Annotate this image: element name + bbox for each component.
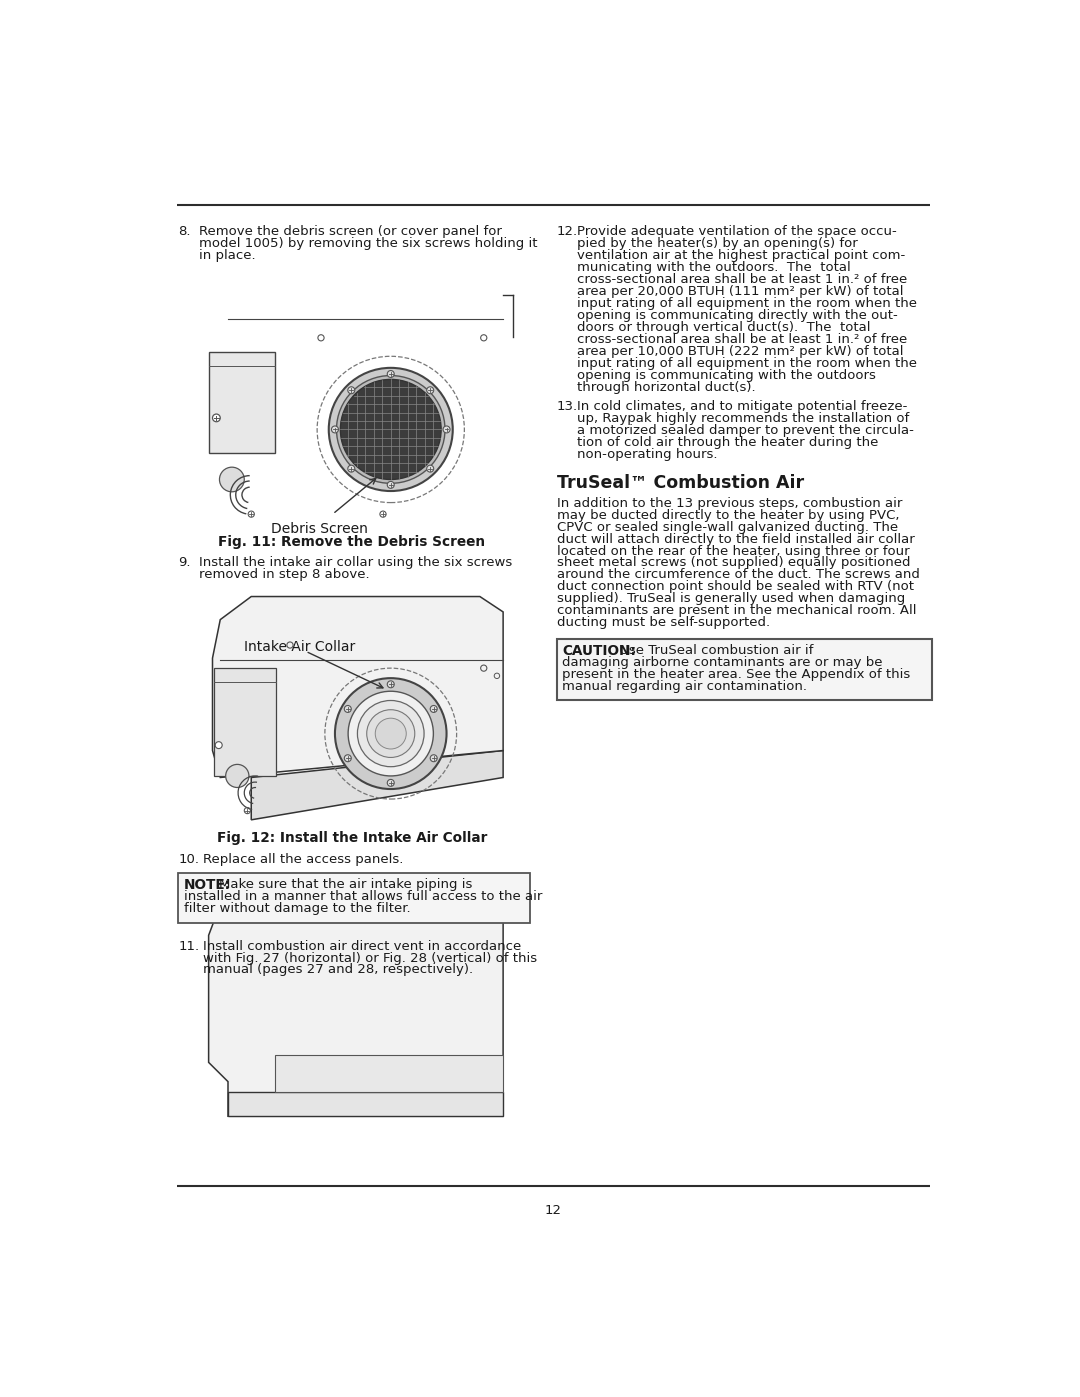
Text: up, Raypak highly recommends the installation of: up, Raypak highly recommends the install… [577,412,909,425]
Text: municating with the outdoors.  The  total: municating with the outdoors. The total [577,261,851,274]
Circle shape [443,426,450,433]
Bar [214,668,276,775]
Text: CPVC or sealed single-wall galvanized ducting. The: CPVC or sealed single-wall galvanized du… [556,521,897,534]
Text: area per 10,000 BTUH (222 mm² per kW) of total: area per 10,000 BTUH (222 mm² per kW) of… [577,345,903,358]
Text: cross-sectional area shall be at least 1 in.² of free: cross-sectional area shall be at least 1… [577,332,907,346]
Circle shape [340,380,441,479]
Text: installed in a manner that allows full access to the air: installed in a manner that allows full a… [184,890,542,904]
Text: Provide adequate ventilation of the space occu-: Provide adequate ventilation of the spac… [577,225,896,239]
Text: sheet metal screws (not supplied) equally positioned: sheet metal screws (not supplied) equall… [556,556,910,570]
Text: supplied). TruSeal is generally used when damaging: supplied). TruSeal is generally used whe… [556,592,905,605]
Text: 8.: 8. [178,225,191,239]
Text: 13.: 13. [556,400,578,414]
FancyBboxPatch shape [178,873,530,922]
Circle shape [388,370,394,377]
Circle shape [388,780,394,787]
Circle shape [388,680,394,687]
Circle shape [388,482,394,489]
Circle shape [337,376,445,483]
Circle shape [367,710,415,757]
FancyBboxPatch shape [556,638,932,700]
Text: cross-sectional area shall be at least 1 in.² of free: cross-sectional area shall be at least 1… [577,274,907,286]
Text: duct connection point should be sealed with RTV (not: duct connection point should be sealed w… [556,580,914,594]
Text: NOTE:: NOTE: [184,879,231,893]
Text: In cold climates, and to mitigate potential freeze-: In cold climates, and to mitigate potent… [577,400,907,414]
Polygon shape [252,750,503,820]
Text: model 1005) by removing the six screws holding it: model 1005) by removing the six screws h… [199,237,537,250]
Text: present in the heater area. See the Appendix of this: present in the heater area. See the Appe… [562,668,910,682]
Text: manual regarding air contamination.: manual regarding air contamination. [562,680,807,693]
Text: manual (pages 27 and 28, respectively).: manual (pages 27 and 28, respectively). [203,964,473,977]
Text: 10.: 10. [178,854,200,866]
Text: Install the intake air collar using the six screws: Install the intake air collar using the … [199,556,512,570]
Text: Replace all the access panels.: Replace all the access panels. [203,854,404,866]
Text: Debris Screen: Debris Screen [271,522,367,536]
Circle shape [226,764,248,788]
Text: Fig. 12: Install the Intake Air Collar: Fig. 12: Install the Intake Air Collar [217,831,487,845]
Text: through horizontal duct(s).: through horizontal duct(s). [577,380,755,394]
Circle shape [345,705,351,712]
Polygon shape [208,893,503,1116]
Text: with Fig. 27 (horizontal) or Fig. 28 (vertical) of this: with Fig. 27 (horizontal) or Fig. 28 (ve… [203,951,538,964]
Text: a motorized sealed damper to prevent the circula-: a motorized sealed damper to prevent the… [577,425,914,437]
Circle shape [427,465,434,472]
Text: may be ducted directly to the heater by using PVC,: may be ducted directly to the heater by … [556,509,899,521]
Text: Remove the debris screen (or cover panel for: Remove the debris screen (or cover panel… [199,225,501,239]
Text: TruSeal™ Combustion Air: TruSeal™ Combustion Air [556,474,804,492]
Circle shape [430,705,437,712]
Text: 9.: 9. [178,556,191,570]
Text: duct will attach directly to the field installed air collar: duct will attach directly to the field i… [556,532,915,546]
Circle shape [357,700,424,767]
Circle shape [348,387,355,394]
Text: Make sure that the air intake piping is: Make sure that the air intake piping is [219,879,473,891]
Text: 12: 12 [545,1204,562,1218]
Text: tion of cold air through the heater during the: tion of cold air through the heater duri… [577,436,878,448]
Circle shape [219,467,244,492]
Text: ventilation air at the highest practical point com-: ventilation air at the highest practical… [577,249,905,263]
Text: located on the rear of the heater, using three or four: located on the rear of the heater, using… [556,545,909,557]
Circle shape [213,414,220,422]
Text: doors or through vertical duct(s).  The  total: doors or through vertical duct(s). The t… [577,321,870,334]
Text: Use TruSeal combustion air if: Use TruSeal combustion air if [615,644,813,657]
Circle shape [328,367,453,490]
Circle shape [427,387,434,394]
Polygon shape [274,1055,503,1091]
Text: 11.: 11. [178,940,200,953]
Circle shape [215,742,222,749]
Circle shape [335,678,446,789]
Text: Fig. 11: Remove the Debris Screen: Fig. 11: Remove the Debris Screen [218,535,486,549]
Circle shape [345,754,351,761]
Text: non-operating hours.: non-operating hours. [577,448,717,461]
Polygon shape [213,597,503,778]
Text: input rating of all equipment in the room when the: input rating of all equipment in the roo… [577,356,917,370]
Text: pied by the heater(s) by an opening(s) for: pied by the heater(s) by an opening(s) f… [577,237,858,250]
Circle shape [348,692,433,775]
Text: damaging airborne contaminants are or may be: damaging airborne contaminants are or ma… [562,657,882,669]
Text: In addition to the 13 previous steps, combustion air: In addition to the 13 previous steps, co… [556,497,902,510]
Text: 12.: 12. [556,225,578,239]
Text: ducting must be self-supported.: ducting must be self-supported. [556,616,770,629]
Text: opening is communicating directly with the out-: opening is communicating directly with t… [577,309,897,321]
Text: Intake Air Collar: Intake Air Collar [243,640,354,654]
Text: input rating of all equipment in the room when the: input rating of all equipment in the roo… [577,298,917,310]
Circle shape [348,465,355,472]
Text: CAUTION:: CAUTION: [562,644,636,658]
Text: opening is communicating with the outdoors: opening is communicating with the outdoo… [577,369,876,381]
Text: area per 20,000 BTUH (111 mm² per kW) of total: area per 20,000 BTUH (111 mm² per kW) of… [577,285,903,298]
Polygon shape [228,1091,503,1116]
Text: Install combustion air direct vent in accordance: Install combustion air direct vent in ac… [203,940,522,953]
Text: in place.: in place. [199,249,255,263]
Text: contaminants are present in the mechanical room. All: contaminants are present in the mechanic… [556,605,916,617]
Bar [208,352,274,453]
Text: around the circumference of the duct. The screws and: around the circumference of the duct. Th… [556,569,919,581]
Circle shape [375,718,406,749]
Circle shape [332,426,338,433]
Circle shape [430,754,437,761]
Text: filter without damage to the filter.: filter without damage to the filter. [184,902,410,915]
Text: removed in step 8 above.: removed in step 8 above. [199,569,369,581]
